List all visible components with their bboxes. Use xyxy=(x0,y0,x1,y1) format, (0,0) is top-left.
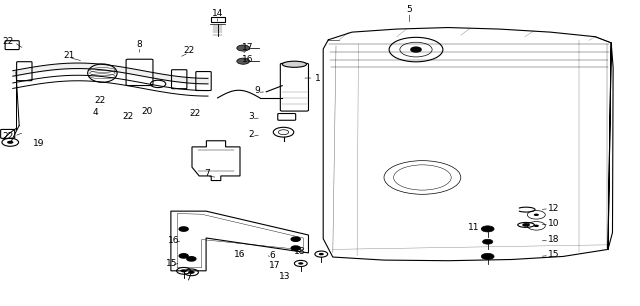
Text: 15: 15 xyxy=(548,250,559,259)
Circle shape xyxy=(411,47,421,52)
Circle shape xyxy=(179,227,188,231)
Text: 4: 4 xyxy=(93,108,98,117)
Circle shape xyxy=(291,237,300,241)
Circle shape xyxy=(483,239,493,244)
Text: 17: 17 xyxy=(269,261,281,270)
Circle shape xyxy=(534,225,539,227)
Text: 16: 16 xyxy=(242,55,253,64)
Text: 18: 18 xyxy=(548,235,559,244)
Text: 5: 5 xyxy=(407,5,412,14)
Text: 22: 22 xyxy=(2,37,13,46)
Text: 20: 20 xyxy=(141,107,153,116)
Text: 18: 18 xyxy=(294,247,305,256)
Circle shape xyxy=(319,253,324,255)
Circle shape xyxy=(522,223,530,227)
Text: 22: 22 xyxy=(183,46,195,55)
Circle shape xyxy=(237,45,250,51)
Text: 11: 11 xyxy=(468,223,479,233)
Text: 22: 22 xyxy=(189,109,201,118)
Text: 3: 3 xyxy=(249,112,254,121)
Text: 14: 14 xyxy=(212,9,223,18)
Circle shape xyxy=(534,214,539,216)
Text: 9: 9 xyxy=(255,86,260,95)
Circle shape xyxy=(7,141,13,144)
Text: 12: 12 xyxy=(548,203,559,213)
Circle shape xyxy=(291,246,300,250)
Text: 7: 7 xyxy=(204,169,209,178)
Text: 13: 13 xyxy=(279,272,291,281)
Text: 21: 21 xyxy=(63,50,75,60)
Text: 22: 22 xyxy=(95,96,106,106)
Circle shape xyxy=(481,253,494,259)
Text: 19: 19 xyxy=(33,139,44,148)
Text: 15: 15 xyxy=(166,259,177,268)
Text: 22: 22 xyxy=(2,132,13,141)
Circle shape xyxy=(188,271,195,274)
Text: 22: 22 xyxy=(122,112,134,121)
Text: 10: 10 xyxy=(548,219,559,228)
Circle shape xyxy=(180,269,187,272)
Circle shape xyxy=(298,262,303,265)
Text: 17: 17 xyxy=(242,43,253,52)
Ellipse shape xyxy=(282,61,307,67)
Circle shape xyxy=(237,58,250,64)
Text: 1: 1 xyxy=(316,73,321,83)
Circle shape xyxy=(187,257,196,261)
Text: 16: 16 xyxy=(234,250,246,259)
Text: 16: 16 xyxy=(168,236,180,245)
Circle shape xyxy=(179,254,188,258)
Text: 2: 2 xyxy=(249,130,254,139)
Text: 8: 8 xyxy=(137,40,142,49)
Text: 6: 6 xyxy=(269,251,275,260)
Circle shape xyxy=(481,226,494,232)
